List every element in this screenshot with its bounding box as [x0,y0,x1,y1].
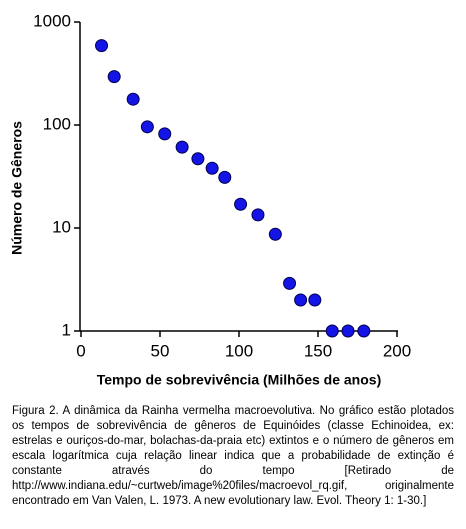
point [175,140,189,154]
point [140,120,154,134]
point [325,324,339,338]
point [158,127,172,141]
point [294,293,308,307]
x-tick-label: 150 [304,341,332,360]
x-tick-label: 0 [76,341,85,360]
point [251,208,265,222]
y-tick-label: 1 [62,320,71,339]
caption: Figura 2. A dinâmica da Rainha vermelha … [12,405,454,507]
point [191,152,205,166]
point [341,324,355,338]
point [205,161,219,175]
y-axis-title: Número de Gêneros [9,121,25,255]
y-tick-label: 10 [52,217,71,236]
point [234,197,248,211]
point [126,92,140,106]
x-tick-label: 100 [225,341,253,360]
chart: Tempo de sobrevivência (Milhões de anos)… [9,11,411,388]
point [95,39,109,53]
y-tick-label: 1000 [33,11,71,30]
x-tick-label: 200 [383,341,411,360]
y-tick-label: 100 [43,114,71,133]
x-tick-label: 50 [151,341,170,360]
point [308,293,322,307]
point [268,227,282,241]
point [107,70,121,84]
point [283,276,297,290]
x-axis-title: Tempo de sobrevivência (Milhões de anos) [97,372,381,388]
point [218,170,232,184]
point [357,324,371,338]
